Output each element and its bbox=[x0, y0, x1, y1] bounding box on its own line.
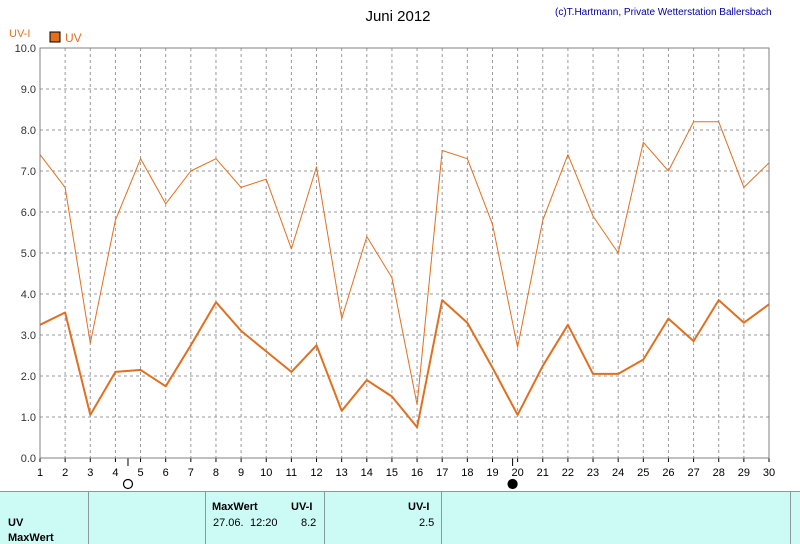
series-line-1 bbox=[39, 299, 770, 429]
chart-title: Juni 2012 bbox=[365, 8, 430, 25]
x-tick-label: 22 bbox=[562, 467, 574, 479]
uv-line-chart: Juni 2012 (c)T.Hartmann, Private Wetters… bbox=[9, 7, 775, 490]
x-tick-label: 12 bbox=[310, 467, 322, 479]
x-tick-label: 29 bbox=[738, 467, 750, 479]
y-tick-label: 3.0 bbox=[21, 330, 36, 342]
x-tick-label: 20 bbox=[511, 467, 523, 479]
x-tick-label: 24 bbox=[612, 467, 624, 479]
avg-unit-header: UV-I bbox=[408, 501, 430, 513]
x-tick-label: 15 bbox=[386, 467, 398, 479]
series-line-0 bbox=[39, 121, 770, 406]
new-moon-icon bbox=[507, 478, 518, 490]
max-time: 12:20 bbox=[250, 517, 278, 529]
x-tick-label: 23 bbox=[587, 467, 599, 479]
y-tick-label: 0.0 bbox=[21, 453, 36, 465]
x-tick-label: 17 bbox=[436, 467, 448, 479]
y-tick-label: 1.0 bbox=[21, 412, 36, 424]
x-tick-label: 2 bbox=[62, 467, 68, 479]
x-tick-label: 18 bbox=[461, 467, 473, 479]
avg-value: 2.5 bbox=[419, 517, 435, 529]
y-tick-label: 8.0 bbox=[21, 125, 36, 137]
y-tick-labels: 0.0 1.0 2.0 3.0 4.0 5.0 6.0 7.0 8.0 9.0 10.0 bbox=[15, 43, 36, 465]
plot-frame bbox=[39, 47, 770, 459]
full-moon-icon bbox=[122, 478, 134, 490]
y-tick-label: 9.0 bbox=[21, 84, 36, 96]
y-tick-label: 5.0 bbox=[21, 248, 36, 260]
row-label-uv: UV bbox=[8, 517, 24, 529]
x-tick-label: 30 bbox=[763, 467, 775, 479]
y-tick-label: 4.0 bbox=[21, 289, 36, 301]
x-tick-label: 3 bbox=[87, 467, 93, 479]
y-tick-label: 7.0 bbox=[21, 166, 36, 178]
x-tick-label: 9 bbox=[238, 467, 244, 479]
credit-text: (c)T.Hartmann, Private Wetterstation Bal… bbox=[555, 7, 772, 18]
x-tick-label: 25 bbox=[637, 467, 649, 479]
max-value: 8.2 bbox=[301, 517, 317, 529]
x-tick-label: 10 bbox=[260, 467, 272, 479]
x-tick-label: 11 bbox=[286, 467, 297, 479]
y-tick-label: 2.0 bbox=[21, 371, 36, 383]
info-panel: MaxWert UV-I UV-I UV 27.06. 12:20 8.2 2.… bbox=[0, 491, 800, 544]
x-tick-label: 16 bbox=[411, 467, 423, 479]
x-tick-labels: 1 2 3 4 5 6 7 8 9 10 11 12 13 14 15 16 17 18 19 20 21 22 23 24 2… bbox=[37, 458, 775, 479]
grid bbox=[40, 48, 769, 458]
row-label-maxwert: MaxWert bbox=[8, 532, 54, 544]
x-tick-label: 26 bbox=[662, 467, 674, 479]
y-tick-label: 6.0 bbox=[21, 207, 36, 219]
x-tick-label: 1 bbox=[37, 467, 43, 479]
max-header: MaxWert bbox=[212, 501, 258, 513]
series-lines bbox=[39, 121, 770, 429]
y-tick-label: 10.0 bbox=[15, 43, 36, 55]
x-tick-label: 21 bbox=[537, 467, 549, 479]
x-tick-label: 7 bbox=[188, 467, 194, 479]
max-date: 27.06. bbox=[213, 517, 244, 529]
x-tick-label: 5 bbox=[137, 467, 143, 479]
x-tick-label: 4 bbox=[112, 467, 118, 479]
x-tick-label: 28 bbox=[713, 467, 725, 479]
x-tick-label: 6 bbox=[163, 467, 169, 479]
legend-label: UV bbox=[65, 31, 82, 45]
unit-header: UV-I bbox=[291, 501, 313, 513]
y-axis-title: UV-I bbox=[9, 28, 30, 40]
moon-phases bbox=[122, 458, 518, 490]
legend-swatch bbox=[49, 31, 61, 43]
x-tick-label: 8 bbox=[213, 467, 219, 479]
x-tick-label: 27 bbox=[687, 467, 699, 479]
x-tick-label: 14 bbox=[361, 467, 373, 479]
x-tick-label: 13 bbox=[336, 467, 348, 479]
x-tick-label: 19 bbox=[486, 467, 498, 479]
